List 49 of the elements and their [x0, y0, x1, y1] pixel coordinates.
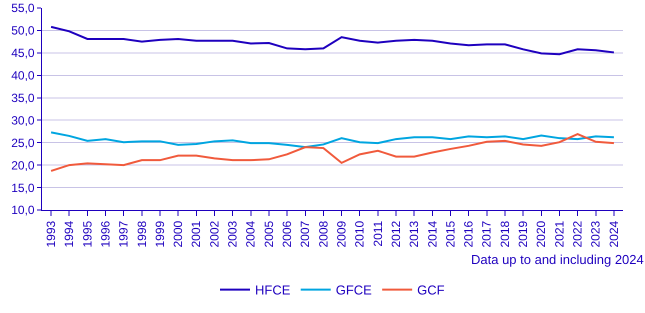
x-tick-label: 2002 [207, 220, 222, 248]
x-tick-label: 1996 [98, 220, 112, 248]
line-series [50, 133, 615, 172]
x-tick-label: 2024 [606, 220, 621, 248]
legend-label: HFCE [255, 282, 291, 298]
x-tick-label: 2014 [425, 220, 440, 248]
x-tick-label: 2010 [352, 220, 367, 248]
y-tick-label: 25,0 [11, 136, 35, 150]
x-tick-label: 2009 [334, 220, 348, 248]
x-tick-label: 1999 [152, 220, 167, 248]
x-tick-label: 2021 [552, 220, 566, 248]
y-tick-label: 45,0 [11, 46, 35, 60]
x-tick-label: 2000 [171, 220, 186, 248]
x-tick-label: 2022 [570, 220, 585, 248]
x-tick-label: 2012 [388, 220, 403, 248]
x-tick-label: 2017 [480, 220, 494, 248]
x-tick-label: 1995 [80, 220, 94, 248]
x-tick-label: 2001 [189, 220, 204, 248]
x-tick-label: 2016 [462, 220, 476, 248]
x-tick-label: 1998 [134, 220, 149, 248]
x-tick-label: 2006 [280, 220, 294, 248]
x-tick-label: 2011 [370, 220, 385, 247]
x-tick-label: 2007 [298, 220, 312, 248]
x-tick-label: 2008 [316, 220, 330, 248]
x-tick-label: 2018 [498, 220, 512, 248]
y-tick-label: 35,0 [11, 90, 35, 105]
y-tick-label: 30,0 [11, 113, 35, 128]
y-tick-label: 15,0 [11, 180, 35, 195]
y-tick-label: 20,0 [11, 158, 35, 172]
y-tick-label: 50,0 [11, 24, 35, 38]
legend-label: GFCE [336, 282, 372, 298]
line-series [50, 131, 615, 148]
x-tick-label: 2005 [262, 220, 276, 248]
line-series [50, 26, 615, 56]
x-tick-label: 2003 [226, 220, 240, 248]
x-tick-label: 2020 [534, 220, 548, 248]
legend-label: GCF [417, 282, 445, 298]
x-tick-label: 2013 [407, 220, 422, 248]
x-tick-label: 2023 [588, 220, 603, 248]
x-tick-label: 2015 [443, 220, 458, 248]
text: Data up to and including 2024 [471, 252, 644, 267]
y-tick-label: 10,0 [11, 203, 35, 218]
x-tick-label: 2019 [516, 220, 530, 248]
x-tick-label: 1994 [62, 220, 76, 248]
x-tick-label: 2004 [244, 220, 258, 248]
y-tick-label: 55,0 [11, 1, 35, 16]
x-tick-label: 1993 [44, 220, 58, 248]
y-tick-label: 40,0 [11, 68, 35, 83]
x-tick-label: 1997 [116, 220, 131, 248]
